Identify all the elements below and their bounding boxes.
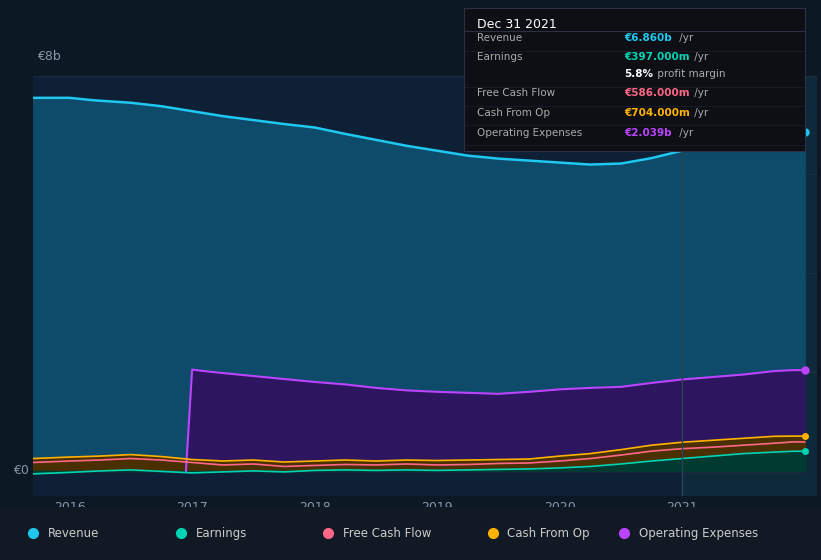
Text: €397.000m: €397.000m (624, 52, 690, 62)
Text: /yr: /yr (691, 88, 709, 97)
Text: Dec 31 2021: Dec 31 2021 (478, 18, 557, 31)
Text: Cash From Op: Cash From Op (478, 108, 551, 118)
Text: /yr: /yr (691, 52, 709, 62)
Text: Earnings: Earnings (478, 52, 523, 62)
Text: €586.000m: €586.000m (624, 88, 690, 97)
Text: /yr: /yr (677, 34, 694, 43)
Text: Earnings: Earnings (195, 527, 247, 540)
Text: Cash From Op: Cash From Op (507, 527, 589, 540)
Text: Free Cash Flow: Free Cash Flow (343, 527, 432, 540)
Text: Operating Expenses: Operating Expenses (639, 527, 758, 540)
Text: Revenue: Revenue (48, 527, 99, 540)
Text: Revenue: Revenue (478, 34, 523, 43)
Text: profit margin: profit margin (654, 69, 726, 79)
Bar (682, 76, 817, 496)
Text: €2.039b: €2.039b (624, 128, 672, 138)
Text: Operating Expenses: Operating Expenses (478, 128, 583, 138)
Text: /yr: /yr (677, 128, 694, 138)
Text: €704.000m: €704.000m (624, 108, 690, 118)
Text: €0: €0 (13, 464, 29, 477)
Text: Free Cash Flow: Free Cash Flow (478, 88, 556, 97)
Text: €8b: €8b (37, 50, 61, 63)
Text: 5.8%: 5.8% (624, 69, 653, 79)
Text: €6.860b: €6.860b (624, 34, 672, 43)
Text: /yr: /yr (691, 108, 709, 118)
